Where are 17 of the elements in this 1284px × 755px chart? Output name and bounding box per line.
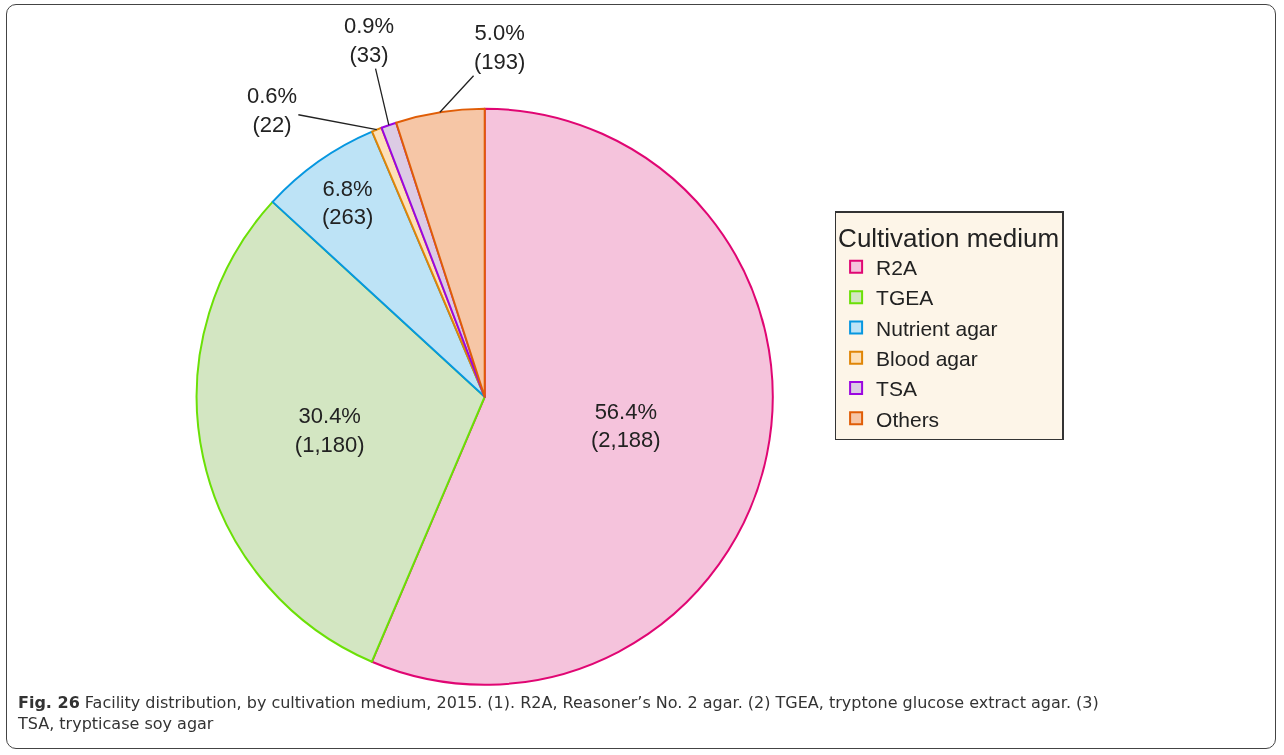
data-label: 56.4% (2,188) <box>590 398 661 453</box>
data-label: 0.6% (22) <box>247 83 298 137</box>
pie-slice <box>395 107 486 398</box>
legend-label: Nutrient agar <box>876 316 998 340</box>
pie-slice <box>195 200 486 663</box>
legend-label: TSA <box>876 377 917 401</box>
data-label: 6.8% (263) <box>321 175 374 230</box>
legend-title: Cultivation medium <box>838 222 1060 253</box>
legend-label: Blood agar <box>876 346 978 370</box>
data-label: 30.4% (1,180) <box>294 403 365 458</box>
legend-label: R2A <box>876 256 917 280</box>
data-label: 0.9% (33) <box>344 13 395 67</box>
legend-label: Others <box>876 407 940 431</box>
caption: Fig. 26 Facility distribution, by cultivation medium, 2015. (1). R2A, Reasoner’s No. 2 agar. (2) TGEA, tryptone glucose extract agar. (3) TSA, trypticase soy agar <box>17 693 1099 733</box>
data-label: 5.0% (193) <box>474 20 526 74</box>
legend-label: TGEA <box>876 286 934 310</box>
pie-slice <box>370 107 774 686</box>
